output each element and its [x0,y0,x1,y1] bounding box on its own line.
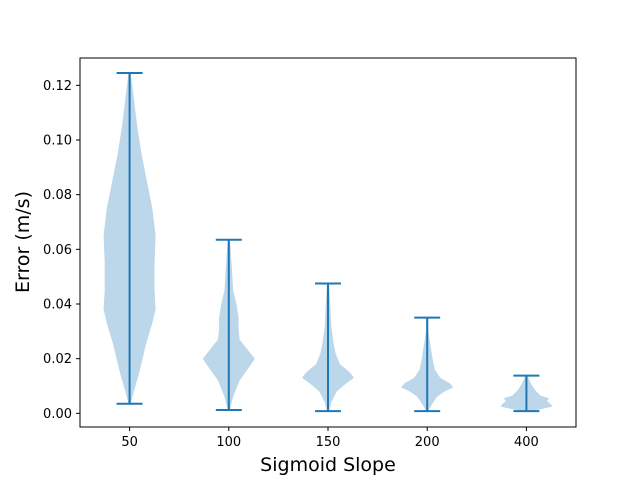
violin-200 [401,316,454,413]
violin-400 [500,374,553,413]
plot-area [103,72,553,413]
y-axis: 0.00 0.02 0.04 0.06 0.08 0.10 0.12 [43,79,80,422]
x-axis-label: Sigmoid Slope [260,454,396,476]
x-tick-label: 50 [121,435,138,450]
x-axis: 50 100 150 200 400 [121,427,539,450]
y-tick-label: 0.10 [43,134,72,149]
y-tick-label: 0.04 [43,298,72,313]
violin-50 [103,72,156,405]
y-tick-label: 0.06 [43,243,72,258]
x-tick-label: 400 [514,435,539,450]
y-axis-label: Error (m/s) [12,191,34,293]
y-tick-label: 0.12 [43,79,72,94]
violin-150 [302,282,354,413]
y-tick-label: 0.08 [43,188,72,203]
y-tick-label: 0.02 [43,352,72,367]
violin-100 [202,238,255,412]
x-tick-label: 200 [415,435,440,450]
y-tick-label: 0.00 [43,407,72,422]
x-tick-label: 150 [316,435,341,450]
x-tick-label: 100 [216,435,241,450]
